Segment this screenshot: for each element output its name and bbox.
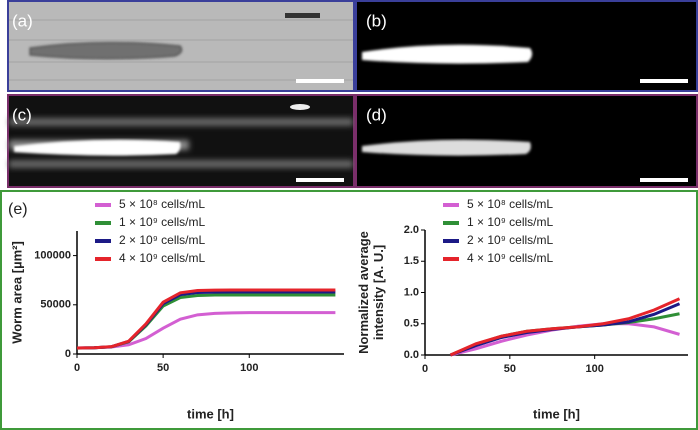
scale-bar	[296, 79, 344, 83]
scale-bar	[296, 178, 344, 182]
panel-d	[355, 94, 698, 188]
x-axis-title: time [h]	[187, 406, 234, 421]
x-tick-label: 50	[157, 362, 169, 374]
worm	[29, 41, 183, 60]
x-tick-label: 0	[422, 363, 428, 375]
spot	[290, 104, 310, 110]
x-tick-label: 100	[585, 363, 603, 375]
y-tick-label: 1.5	[404, 255, 419, 267]
worm-fluorescence	[14, 139, 181, 156]
legend-label: 1 × 10⁹ cells/mL	[467, 215, 554, 229]
legend-label: 2 × 10⁹ cells/mL	[119, 233, 206, 247]
panel-b	[355, 0, 698, 92]
y-tick-label: 1.0	[404, 286, 419, 298]
scale-bar	[640, 178, 688, 182]
scale-bar	[640, 79, 688, 83]
worm-fluorescence	[362, 139, 531, 156]
panel-label: (b)	[366, 11, 387, 30]
x-tick-label: 100	[240, 362, 258, 374]
panel-label: (c)	[12, 105, 32, 124]
legend-label: 1 × 10⁹ cells/mL	[119, 215, 206, 229]
panel-label: (d)	[366, 105, 387, 124]
series-line	[76, 288, 336, 350]
stripes	[9, 19, 353, 81]
legend-label: 2 × 10⁹ cells/mL	[467, 233, 554, 247]
x-tick-label: 50	[504, 363, 516, 375]
legend-label: 4 × 10⁹ cells/mL	[119, 251, 206, 265]
y-tick-label: 100000	[34, 250, 71, 262]
panel-label: (e)	[8, 201, 28, 218]
y-tick-label: 0.5	[404, 318, 419, 330]
debris	[285, 13, 320, 18]
legend-label: 4 × 10⁹ cells/mL	[467, 251, 554, 265]
series-line	[76, 311, 336, 350]
legend-label: 5 × 10⁸ cells/mL	[119, 197, 205, 211]
y-tick-label: 0.0	[404, 349, 419, 361]
series-line	[449, 297, 681, 357]
panel-e	[0, 190, 698, 430]
y-axis-title: intensity [A. U.]	[371, 245, 386, 340]
worm-mask	[362, 44, 533, 64]
y-tick-label: 0	[65, 348, 71, 360]
legend-label: 5 × 10⁸ cells/mL	[467, 197, 553, 211]
x-axis-title: time [h]	[533, 406, 580, 421]
panel-label: (a)	[12, 11, 33, 30]
y-tick-label: 50000	[40, 299, 71, 311]
y-axis-title: Worm area [µm²]	[9, 241, 24, 344]
y-tick-label: 2.0	[404, 224, 419, 236]
y-axis-title: Normalized average	[356, 231, 371, 354]
x-tick-label: 0	[74, 362, 80, 374]
